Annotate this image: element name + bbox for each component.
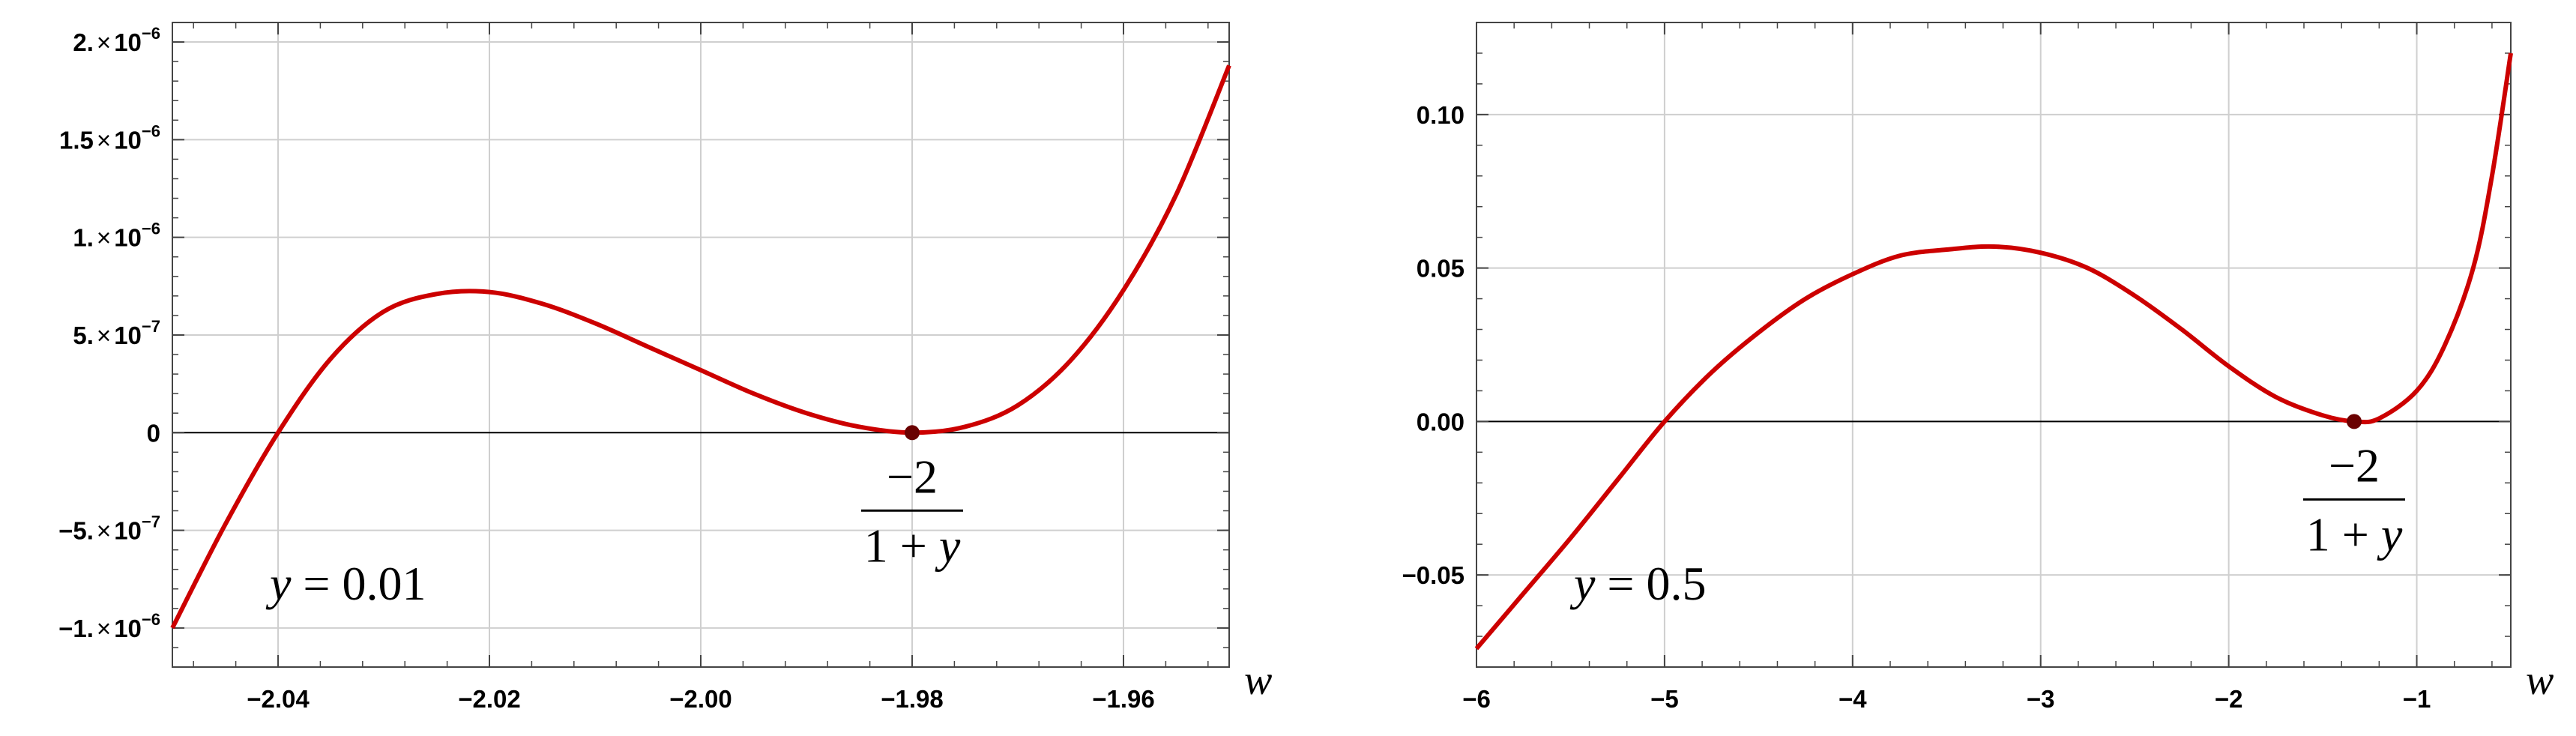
annotation-variable: y — [265, 557, 292, 610]
fraction-denominator-number: 1 + — [2306, 507, 2381, 561]
y-tick-mantissa: 2. — [73, 28, 94, 56]
x-tick-label: −1.96 — [1092, 685, 1155, 713]
fraction-denominator-var: y — [2377, 507, 2403, 561]
y-tick-mantissa: −0.05 — [1402, 561, 1465, 589]
x-tick-label: −3 — [2027, 685, 2055, 713]
y-tick-times: × — [97, 322, 111, 349]
series-line — [170, 64, 1231, 630]
fraction-numerator: −2 — [2329, 438, 2380, 492]
y-tick-base: 10 — [114, 28, 142, 56]
series-line — [1474, 52, 2513, 651]
y-tick-mantissa: 0.10 — [1417, 101, 1465, 129]
y-tick-mantissa: 5. — [73, 322, 94, 349]
y-tick-label: 0.05 — [1417, 255, 1465, 283]
x-tick-label: −2 — [2215, 685, 2243, 713]
y-tick-mantissa: 1. — [73, 224, 94, 252]
x-tick-label: −2.04 — [247, 685, 310, 713]
annotation-variable: y — [1569, 557, 1596, 610]
plot-frame — [1476, 22, 2512, 668]
x-tick-label: −4 — [1839, 685, 1867, 713]
fraction-denominator: 1 + y — [864, 519, 961, 572]
y-tick-label: 5. × 10−7 — [73, 317, 160, 349]
y-tick-times: × — [97, 224, 111, 252]
y-tick-base: 10 — [114, 126, 142, 154]
y-tick-base: 10 — [114, 224, 142, 252]
y-tick-exponent: −6 — [142, 121, 160, 140]
y-tick-mantissa: 0.00 — [1417, 408, 1465, 435]
parameter-annotation: y = 0.5 — [1569, 557, 1707, 610]
y-tick-base: 10 — [114, 322, 142, 349]
chart-2: −6 −5 −4 −3 −2 −1−0.050.000.050.10w−21 + yy =… — [1402, 22, 2554, 713]
x-tick-label: −2.00 — [669, 685, 732, 713]
y-tick-exponent: −6 — [142, 610, 160, 629]
parameter-annotation: y = 0.01 — [265, 557, 426, 610]
fraction-numerator: −2 — [887, 450, 938, 503]
y-tick-label: −1. × 10−6 — [58, 610, 160, 642]
y-tick-mantissa: 0 — [147, 419, 160, 447]
marker-point — [2346, 414, 2362, 429]
x-tick-label: −5 — [1650, 685, 1679, 713]
x-tick-label: −1.98 — [881, 685, 944, 713]
y-tick-label: 0 — [147, 419, 160, 447]
y-tick-label: 1.5 × 10−6 — [59, 121, 160, 154]
y-tick-base: 10 — [114, 615, 142, 642]
x-tick-label: −1 — [2403, 685, 2431, 713]
y-tick-mantissa: 1.5 — [59, 126, 94, 154]
y-tick-exponent: −7 — [142, 317, 160, 336]
x-tick-label: −2.02 — [458, 685, 521, 713]
annotation-value: = 0.01 — [291, 557, 426, 610]
x-tick-label: −6 — [1462, 685, 1491, 713]
marker-point — [905, 425, 920, 441]
y-tick-times: × — [97, 517, 111, 545]
y-tick-mantissa: −5. — [58, 517, 94, 545]
x-axis-label: w — [2526, 657, 2554, 704]
y-tick-times: × — [97, 615, 111, 642]
chart-1: −2.04 −2.02 −2.00 −1.98 −1.96−1. × 10−6−5. × 10−… — [58, 22, 1272, 713]
y-tick-exponent: −6 — [142, 24, 160, 43]
marker-label: −2 1 + y — [861, 450, 963, 572]
y-tick-label: −5. × 10−7 — [58, 513, 160, 545]
fraction-denominator-number: 1 + — [864, 519, 939, 572]
y-tick-mantissa: −1. — [58, 615, 94, 642]
y-tick-label: 0.00 — [1417, 408, 1465, 435]
y-tick-label: 0.10 — [1417, 101, 1465, 129]
y-tick-label: 1. × 10−6 — [73, 220, 160, 252]
marker-label: −2 1 + y — [2302, 438, 2405, 561]
fraction-denominator: 1 + y — [2306, 507, 2403, 561]
y-tick-label: 2. × 10−6 — [73, 24, 160, 56]
fraction-denominator-var: y — [935, 519, 961, 572]
y-tick-exponent: −7 — [142, 513, 160, 531]
annotation-value: = 0.5 — [1595, 557, 1706, 610]
y-tick-exponent: −6 — [142, 220, 160, 238]
y-tick-times: × — [97, 126, 111, 154]
y-tick-times: × — [97, 28, 111, 56]
y-tick-label: −0.05 — [1402, 561, 1465, 589]
x-axis-label: w — [1244, 657, 1272, 704]
y-tick-mantissa: 0.05 — [1417, 255, 1465, 283]
y-tick-base: 10 — [114, 517, 142, 545]
